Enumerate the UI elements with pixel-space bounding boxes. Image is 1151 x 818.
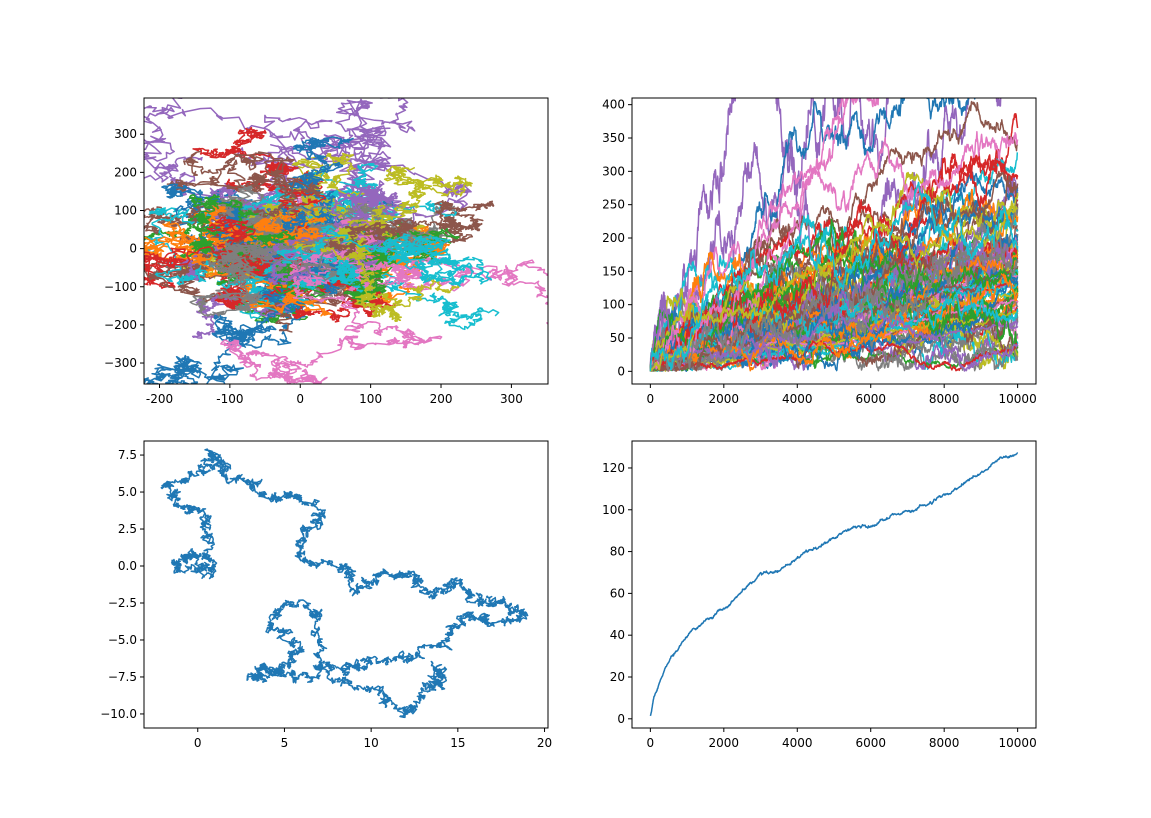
distance-series [649, 130, 1019, 372]
y-tick-label: 50 [610, 331, 625, 345]
mean-distance-ticks: 0 2000 4000 6000 8000 10000 0 20 40 60 80 100 120 [602, 461, 1037, 750]
mean-distance-series [649, 452, 1019, 717]
walks-2d-plot-area [144, 98, 548, 384]
y-tick-label: 0 [129, 242, 137, 256]
distances-frame [631, 97, 1037, 385]
x-tick-label: 300 [500, 392, 523, 406]
y-tick-label: 2.5 [118, 522, 137, 536]
distance-series [649, 231, 1019, 372]
single-walk-frame [143, 440, 549, 729]
y-tick-label: 5.0 [118, 485, 137, 499]
x-tick-label: 8000 [929, 392, 960, 406]
single-walk-series [160, 448, 529, 719]
y-tick-label: 7.5 [118, 448, 137, 462]
single-walk-ticks: 0 5 10 15 20 −10.0 −7.5 −5.0 −2.5 0.0 2.5 5.0 7.5 [100, 448, 552, 750]
y-tick-label: 250 [602, 198, 625, 212]
x-tick-label: 4000 [782, 392, 813, 406]
x-tick-label: 20 [537, 736, 552, 750]
x-tick-label: 8000 [929, 736, 960, 750]
y-tick-label: −100 [104, 280, 137, 294]
x-tick-label: 5 [281, 736, 289, 750]
walks-2d-axes: -200 -100 0 100 200 300 −300 −200 −100 0 100 200 300 [104, 97, 549, 406]
y-tick-label: 0 [617, 712, 625, 726]
y-tick-label: 200 [114, 165, 137, 179]
walks-2d-ticks: -200 -100 0 100 200 300 −300 −200 −100 0 100 200 300 [104, 127, 523, 406]
y-tick-label: 200 [602, 231, 625, 245]
y-tick-label: 40 [610, 628, 625, 642]
walk-2d-series [220, 245, 443, 384]
x-tick-label: 100 [359, 392, 382, 406]
y-tick-label: −2.5 [108, 596, 137, 610]
walk-2d-series [144, 216, 314, 280]
y-tick-label: −5.0 [108, 633, 137, 647]
distance-series [649, 303, 1019, 372]
x-tick-label: 0 [647, 392, 655, 406]
x-tick-label: -100 [216, 392, 243, 406]
y-tick-label: −200 [104, 318, 137, 332]
single-walk-plot-area [160, 448, 529, 719]
walk-2d-series [144, 221, 333, 317]
single-walk-axes: 0 5 10 15 20 −10.0 −7.5 −5.0 −2.5 0.0 2.5 5.0 7.5 [100, 440, 552, 750]
x-tick-label: 2000 [709, 736, 740, 750]
walk-2d-series [144, 98, 392, 271]
x-tick-label: 0 [296, 392, 304, 406]
y-tick-label: 100 [114, 203, 137, 217]
x-tick-label: 0 [647, 736, 655, 750]
walk-2d-series [189, 238, 338, 317]
distance-series [649, 98, 880, 372]
x-tick-label: 6000 [855, 736, 886, 750]
mean-distance-plot-area [649, 452, 1019, 717]
walk-2d-series [192, 126, 327, 250]
walks-2d-frame [143, 97, 549, 385]
y-tick-label: 0.0 [118, 559, 137, 573]
distance-series [649, 223, 1019, 372]
x-tick-label: 10000 [999, 392, 1037, 406]
walk-2d-series [286, 247, 548, 320]
y-tick-label: 120 [602, 461, 625, 475]
y-tick-label: 150 [602, 264, 625, 278]
x-tick-label: 200 [430, 392, 453, 406]
y-tick-label: 60 [610, 586, 625, 600]
walk-2d-series [293, 237, 461, 323]
distances-axes: 0 2000 4000 6000 8000 10000 0 50 100 150 200 250 300… [602, 97, 1037, 406]
x-tick-label: 10000 [999, 736, 1037, 750]
mean-distance-axes: 0 2000 4000 6000 8000 10000 0 20 40 60 80 100 120 [602, 440, 1037, 750]
y-tick-label: 80 [610, 545, 625, 559]
y-tick-label: −300 [104, 356, 137, 370]
x-tick-label: 2000 [709, 392, 740, 406]
y-tick-label: 350 [602, 131, 625, 145]
y-tick-label: 20 [610, 670, 625, 684]
x-tick-label: 6000 [855, 392, 886, 406]
mean-distance-frame [631, 440, 1037, 729]
distances-ticks: 0 2000 4000 6000 8000 10000 0 50 100 150 200 250 300… [602, 98, 1037, 406]
walk-2d-series [276, 229, 493, 287]
walk-2d-series [180, 194, 311, 258]
distance-series [649, 98, 938, 372]
y-tick-label: 300 [114, 127, 137, 141]
x-tick-label: 4000 [782, 736, 813, 750]
distance-series [649, 181, 1019, 372]
walk-2d-series [276, 220, 460, 293]
x-tick-label: 10 [364, 736, 379, 750]
y-tick-label: −10.0 [100, 707, 137, 721]
distances-plot-area [649, 98, 1019, 373]
x-tick-label: 0 [194, 736, 202, 750]
y-tick-label: 300 [602, 164, 625, 178]
y-tick-label: −7.5 [108, 670, 137, 684]
y-tick-label: 400 [602, 98, 625, 112]
x-tick-label: -200 [146, 392, 173, 406]
x-tick-label: 15 [450, 736, 465, 750]
y-tick-label: 0 [617, 364, 625, 378]
y-tick-label: 100 [602, 503, 625, 517]
y-tick-label: 100 [602, 298, 625, 312]
